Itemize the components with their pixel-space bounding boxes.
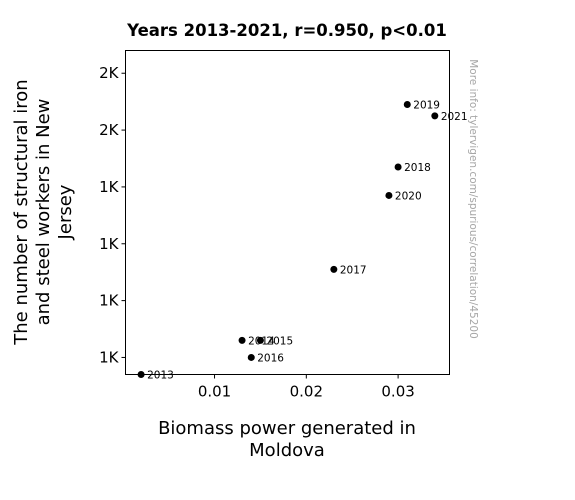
point-label-2013: 2013 <box>147 370 174 382</box>
data-point-2019 <box>403 101 411 108</box>
point-label-2014: 2014 <box>248 335 275 347</box>
data-point-2013 <box>137 371 145 378</box>
data-point-2020 <box>385 191 393 199</box>
x-tick-label: 0.02 <box>290 383 323 401</box>
y-axis: 1K 1K 1K 1K 2K 2K <box>99 64 126 366</box>
x-tick-label: 0.03 <box>381 383 414 401</box>
point-label-2019: 2019 <box>413 100 440 112</box>
x-tick-label: 0.01 <box>198 383 231 401</box>
x-axis-label: Biomass power generated in Moldova <box>158 418 416 461</box>
y-tick-label: 2K <box>99 121 120 139</box>
plot-frame <box>125 50 450 375</box>
point-label-2016: 2016 <box>257 352 284 364</box>
y-label-line: Jersey <box>55 184 76 240</box>
point-label-2017: 2017 <box>340 264 367 276</box>
x-label-line: Biomass power generated in <box>158 418 416 439</box>
data-point-2018 <box>394 163 402 171</box>
data-point-2015 <box>256 336 264 344</box>
point-label-2018: 2018 <box>404 162 431 174</box>
data-point-2021 <box>431 112 439 120</box>
point-label-2020: 2020 <box>395 190 422 202</box>
y-label-line: The number of structural iron <box>11 79 32 345</box>
point-label-2015: 2015 <box>266 335 293 347</box>
data-point-2016 <box>247 353 255 361</box>
y-tick-label: 1K <box>99 178 120 196</box>
y-axis-label: The number of structural ironand steel w… <box>11 79 76 345</box>
y-tick-label: 2K <box>99 64 120 82</box>
x-axis: 0.01 0.02 0.03 <box>198 374 415 401</box>
scatter-points <box>137 101 439 378</box>
source-note: More info: tylervigen.com/spurious/corre… <box>467 59 479 339</box>
y-tick-label: 1K <box>99 292 120 310</box>
chart-title: Years 2013-2021, r=0.950, p<0.01 <box>126 21 447 40</box>
data-point-2014 <box>238 336 246 344</box>
y-label-line: and steel workers in New <box>33 99 54 326</box>
point-label-2021: 2021 <box>441 111 468 123</box>
data-point-2017 <box>330 265 338 273</box>
x-label-line: Moldova <box>249 440 325 461</box>
y-tick-label: 1K <box>99 235 120 253</box>
y-tick-label: 1K <box>99 348 120 366</box>
